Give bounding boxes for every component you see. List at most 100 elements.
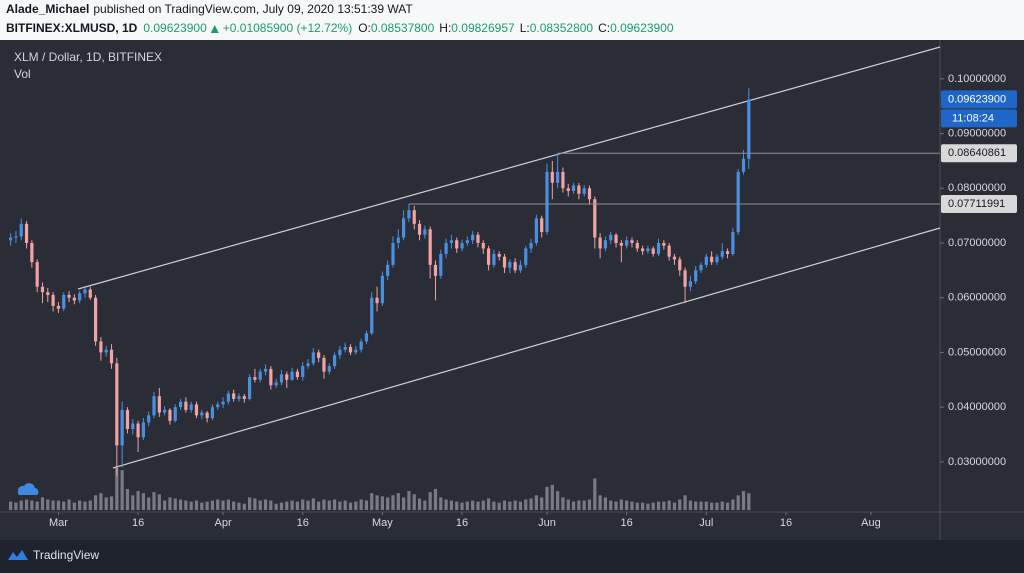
candle-body <box>587 188 592 200</box>
candle-body <box>290 371 294 380</box>
volume-bar <box>439 497 443 510</box>
candle-body <box>667 245 671 257</box>
volume-bar <box>380 496 384 510</box>
published: published on TradingView.com, July 09, 2… <box>93 2 413 16</box>
volume-bar <box>157 494 161 510</box>
volume-bar <box>545 486 549 510</box>
candle-body <box>391 242 395 265</box>
volume-bar <box>656 501 661 510</box>
low-label: L: <box>520 21 530 35</box>
volume-bar <box>486 498 491 510</box>
high-label: H: <box>439 21 451 35</box>
candle-body <box>375 297 379 304</box>
volume-bar <box>322 499 326 510</box>
candle-body <box>683 270 687 287</box>
candle-body <box>311 352 315 364</box>
candle-body <box>593 199 597 238</box>
volume-bar <box>120 470 124 510</box>
volume-bar <box>210 500 215 510</box>
volume-bar <box>109 496 114 510</box>
volume-bar <box>662 501 666 510</box>
candle-body <box>428 229 432 265</box>
volume-bar <box>683 495 687 510</box>
candle-body <box>109 349 114 364</box>
candle-body <box>508 262 512 268</box>
candle-body <box>534 218 538 243</box>
volume-bar <box>433 489 438 510</box>
volume-bar <box>412 494 416 510</box>
volume-bar <box>274 503 278 510</box>
volume-bar <box>465 501 469 510</box>
candle-body <box>492 253 496 265</box>
price-marker-label: 0.07711991 <box>948 198 1005 210</box>
candle-body <box>184 401 188 410</box>
channel-upper <box>77 46 941 290</box>
volume-bar <box>30 500 34 510</box>
candle-body <box>455 240 459 249</box>
candle-body <box>216 404 220 408</box>
volume-bar <box>359 499 363 510</box>
volume-bar <box>343 500 347 510</box>
candle-body <box>486 248 491 265</box>
volume-bar <box>651 502 655 510</box>
volume-bar <box>598 495 602 510</box>
last-price: 0.09623900 <box>143 21 207 35</box>
candle-body <box>136 423 140 438</box>
cloud-icon <box>17 483 39 495</box>
volume-bar <box>285 501 289 510</box>
candle-body <box>178 401 183 408</box>
plot <box>9 88 940 510</box>
volume-bar <box>524 499 528 510</box>
volume-bar <box>492 501 496 510</box>
candle-body <box>226 393 230 402</box>
volume-bar <box>242 503 246 510</box>
candle-body <box>646 248 650 252</box>
low-value: 0.08352800 <box>530 21 594 35</box>
volume-bar <box>317 501 321 510</box>
up-arrow-icon <box>210 25 219 33</box>
candle-body <box>104 349 108 353</box>
volume-bar <box>529 498 533 510</box>
volume-bar <box>46 499 50 510</box>
candle-body <box>540 218 544 233</box>
candle-body <box>598 237 602 249</box>
volume-bar <box>9 501 13 510</box>
y-tick-label: 0.10000000 <box>948 73 1006 85</box>
volume-bar <box>237 502 241 510</box>
volume-bar <box>83 501 87 510</box>
candle-body <box>725 251 730 254</box>
volume-bar <box>173 498 177 510</box>
symbol-legend: XLM / Dollar, 1D, BITFINEX <box>14 50 162 64</box>
candle-body <box>348 346 353 353</box>
candle-body <box>396 237 400 243</box>
candle-body <box>524 248 528 265</box>
candle-body <box>502 256 507 268</box>
volume-bar <box>444 499 448 510</box>
price-marker-box <box>941 144 1017 163</box>
candle-body <box>630 240 634 243</box>
svg-text:TradingView: TradingView <box>33 548 99 562</box>
candle-body <box>78 293 82 301</box>
candle-body <box>417 223 422 235</box>
candle-body <box>380 275 384 304</box>
candle-body <box>625 240 629 246</box>
volume-bar <box>471 500 475 510</box>
y-tick-label: 0.07000000 <box>948 237 1006 249</box>
candle-body <box>556 171 560 183</box>
volume-bar <box>194 500 199 510</box>
close-label: C: <box>598 21 610 35</box>
candle-body <box>285 374 289 380</box>
volume-bar <box>78 500 82 510</box>
volume-bar <box>635 502 639 510</box>
candle-body <box>237 396 241 399</box>
volume-bar <box>279 502 284 510</box>
candle-body <box>269 368 273 386</box>
x-tick-label: Mar <box>49 517 68 529</box>
candle-body <box>412 210 416 224</box>
volume-bar <box>609 500 613 510</box>
close-value: 0.09623900 <box>610 21 674 35</box>
volume-bar <box>694 501 698 510</box>
candle-body <box>471 234 475 241</box>
candle-body <box>656 242 661 254</box>
x-tick-label: 16 <box>621 517 633 529</box>
